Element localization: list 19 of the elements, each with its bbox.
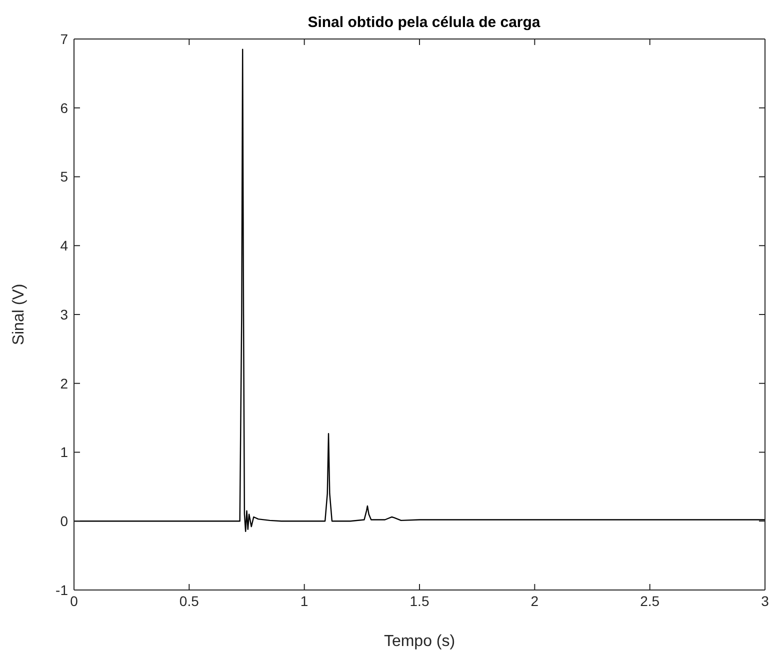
- x-tick-label: 3: [761, 592, 770, 609]
- y-tick-label: 5: [60, 168, 68, 185]
- y-tick-label: 1: [60, 444, 68, 460]
- y-axis-title: Sinal (V): [10, 284, 28, 346]
- x-tick-label: 2: [530, 592, 539, 609]
- y-tick-label: 7: [60, 30, 68, 47]
- x-tick-label: 1.5: [410, 592, 430, 609]
- y-tick-label: 0: [60, 513, 68, 530]
- y-tick-label: -1: [56, 582, 68, 598]
- y-tick-label: 3: [60, 306, 68, 322]
- x-tick-label: 2.5: [640, 592, 660, 609]
- x-tick-label: 0: [70, 592, 78, 609]
- x-tick-label: 1: [300, 592, 308, 609]
- y-tick-label: 2: [60, 375, 68, 392]
- y-tick-label: 6: [60, 100, 68, 116]
- x-tick-label: 0.5: [179, 592, 200, 609]
- x-axis-title: Tempo (s): [384, 633, 456, 650]
- chart-title: Sinal obtido pela célula de carga: [306, 14, 542, 31]
- y-tick-label: 4: [60, 238, 68, 254]
